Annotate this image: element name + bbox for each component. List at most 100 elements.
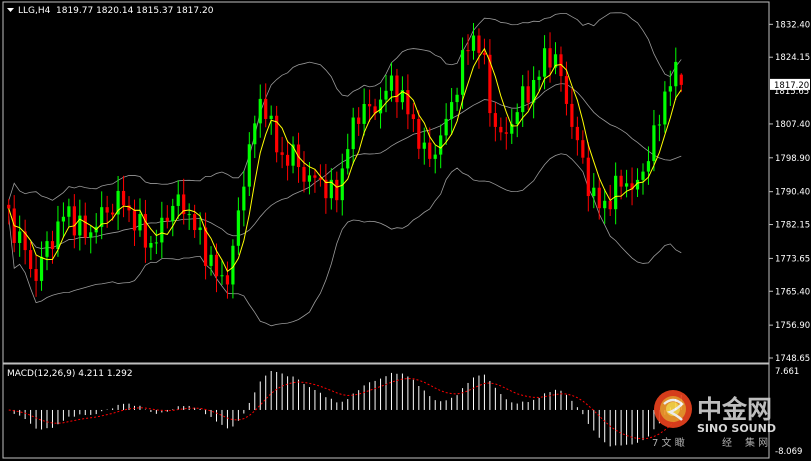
symbol-timeframe-label: LLG,H4 [18, 6, 51, 16]
candle [7, 198, 11, 225]
price-tick-label: 1790.40 [775, 188, 810, 198]
candle [89, 225, 93, 254]
candle [603, 188, 607, 224]
macd-axis: 7.661 -8.069 [775, 367, 802, 457]
candle [477, 28, 481, 69]
candle [209, 246, 213, 276]
watermark-slogan-left: 7 文 瞰 [652, 436, 685, 449]
watermark-slogan-right: 集 网 [745, 436, 768, 449]
candle [198, 212, 202, 245]
candle [515, 103, 519, 138]
ohlc-values: 1819.77 1820.14 1815.37 1817.20 [56, 6, 214, 16]
candle [532, 66, 536, 119]
candle [460, 37, 465, 109]
candle [526, 70, 530, 110]
candle [67, 198, 71, 228]
middle-band [8, 83, 682, 249]
candle [154, 229, 158, 255]
candle [160, 201, 164, 259]
candle [597, 179, 601, 220]
candle [105, 195, 109, 228]
candle [646, 146, 651, 185]
macd-tick-label: -8.069 [775, 447, 802, 457]
candle [630, 167, 634, 206]
price-axis: 1832.40 1824.15 1807.40 1798.90 1790.40 1782.… [769, 20, 810, 364]
candle [220, 259, 224, 285]
candle [313, 169, 317, 193]
candle [236, 197, 240, 255]
candle [652, 109, 656, 172]
current-price-tag: 1815.65 1817.20 [770, 78, 810, 97]
candle [450, 88, 454, 135]
candle [56, 205, 60, 257]
candle [351, 107, 355, 165]
candle [116, 175, 120, 230]
candle [395, 68, 399, 118]
candle [39, 241, 44, 291]
sino-logo-icon [654, 390, 692, 428]
price-tick-label: 1824.15 [775, 53, 810, 63]
sino-sound-watermark: 中金网 SINO SOUND 7 文 瞰 经 集 网 [652, 390, 776, 449]
candle [242, 170, 246, 227]
candle [482, 38, 487, 65]
candle [29, 241, 33, 278]
candle [280, 136, 284, 169]
upper-band [8, 12, 682, 201]
candle [357, 107, 361, 136]
candle [679, 73, 683, 93]
candle [253, 115, 257, 159]
watermark-cn-name: 中金网 [697, 395, 772, 424]
candle [258, 84, 262, 138]
overlapped-tick-label: 1815.65 [774, 87, 809, 97]
candle [499, 117, 503, 141]
candle [182, 178, 186, 225]
candle [83, 202, 87, 245]
candle [378, 87, 383, 129]
macd-histogram [13, 370, 682, 447]
candle [127, 196, 131, 223]
candle [324, 163, 328, 214]
candle [433, 145, 437, 174]
candle [504, 117, 508, 150]
price-tick-label: 1782.15 [775, 221, 810, 231]
macd-signal-line [8, 378, 682, 440]
candle [362, 88, 366, 136]
candle [291, 136, 295, 174]
candle [45, 231, 49, 271]
dropdown-triangle-icon[interactable] [7, 8, 14, 12]
candle [34, 254, 38, 297]
candle [302, 151, 306, 193]
candle [61, 202, 66, 238]
candle [570, 88, 574, 139]
candle [619, 169, 623, 200]
ma-line [8, 47, 682, 273]
candle [674, 47, 678, 100]
candle [657, 114, 661, 142]
candle [203, 212, 208, 280]
candle [285, 140, 290, 181]
candle [23, 219, 27, 265]
candle [368, 89, 372, 122]
price-tick-label: 1773.65 [775, 254, 810, 264]
candle [143, 199, 148, 263]
candle [542, 35, 547, 90]
candle [422, 127, 426, 165]
price-tick-label: 1832.40 [775, 20, 810, 30]
candle [510, 109, 514, 144]
candle [132, 199, 137, 246]
candle [493, 102, 497, 142]
macd-tick-label: 7.661 [775, 367, 799, 377]
price-tick-label: 1756.90 [775, 321, 810, 331]
lower-band [8, 153, 682, 327]
candle [18, 215, 22, 257]
candle [176, 180, 180, 219]
main-chart-frame [2, 1, 770, 364]
candle [318, 164, 322, 187]
watermark-slogan-mid: 经 [722, 436, 732, 449]
candle [411, 103, 415, 133]
signal-line [8, 378, 682, 440]
watermark-en-name: SINO SOUND [697, 422, 776, 435]
candle [663, 81, 667, 133]
candle [193, 204, 197, 238]
